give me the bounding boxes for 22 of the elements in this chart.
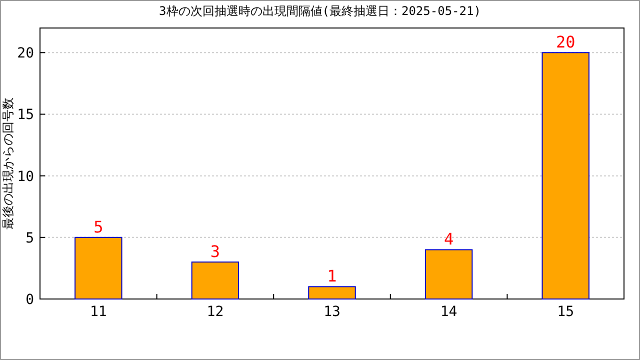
- y-tick-label: 20: [17, 46, 34, 62]
- x-tick-label: 15: [557, 304, 574, 320]
- chart-title: 3枠の次回抽選時の出現間隔値(最終抽選日：2025-05-21): [159, 4, 481, 18]
- x-tick-label: 11: [90, 304, 107, 320]
- x-tick-label: 13: [324, 304, 340, 320]
- data-label: 3: [210, 242, 220, 262]
- y-axis-title: 最後の出現からの回号数: [1, 98, 15, 230]
- data-label: 5: [94, 217, 104, 236]
- y-tick-label: 0: [26, 292, 34, 308]
- bar: [74, 236, 122, 300]
- y-tick-label: 5: [26, 230, 34, 246]
- data-label: 4: [444, 230, 454, 249]
- y-tick-label: 10: [17, 168, 34, 185]
- x-tick-label: 12: [206, 304, 224, 320]
- data-label: 20: [556, 32, 576, 52]
- bar: [424, 249, 473, 300]
- bar: [308, 286, 356, 300]
- bar: [191, 262, 240, 300]
- data-label: 1: [327, 266, 337, 286]
- y-tick-label: 15: [17, 107, 34, 124]
- bar: [542, 52, 590, 300]
- x-tick-label: 14: [440, 304, 458, 320]
